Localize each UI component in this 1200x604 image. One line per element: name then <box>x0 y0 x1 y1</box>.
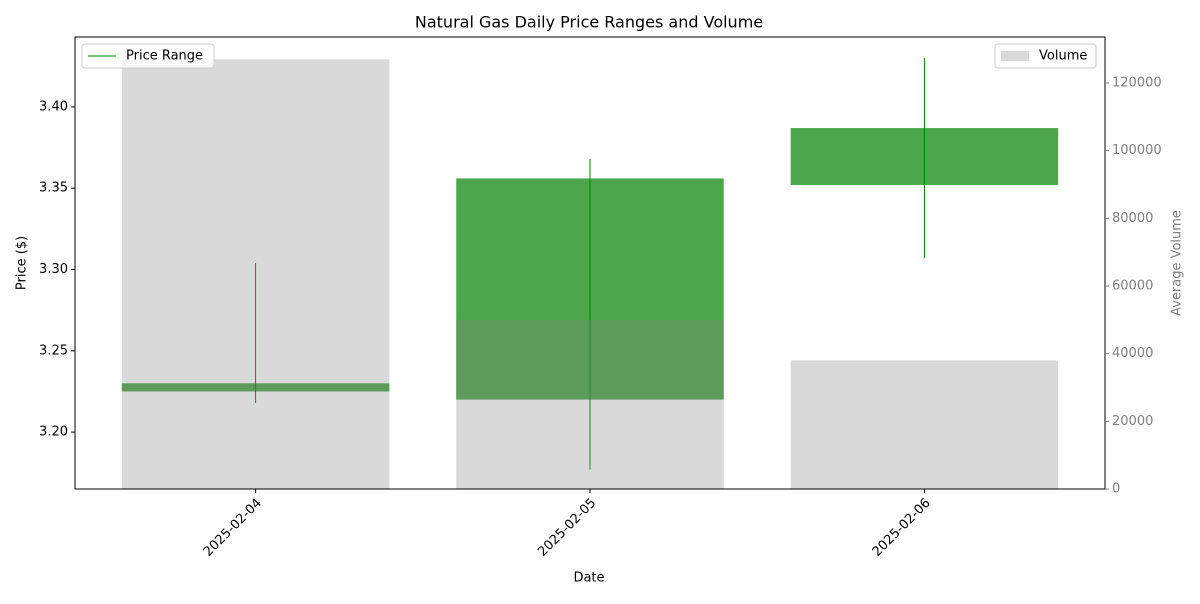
volume-bar <box>121 59 390 489</box>
y2-axis-label: Average Volume <box>1170 210 1185 316</box>
y2-tick-label: 40000 <box>1112 346 1153 361</box>
y-tick-label: 3.40 <box>39 99 68 114</box>
candle-body <box>790 128 1059 185</box>
y-axis-label: Price ($) <box>15 236 30 290</box>
volume-bar <box>456 319 724 489</box>
y2-tick-label: 120000 <box>1112 76 1162 91</box>
y-tick-label: 3.25 <box>39 343 68 358</box>
candle-body <box>121 383 390 392</box>
y2-tick-label: 0 <box>1112 482 1120 497</box>
candle-body <box>456 178 724 400</box>
y2-tick-label: 100000 <box>1112 143 1162 158</box>
legend-swatch <box>1001 51 1029 61</box>
legend-label: Price Range <box>126 49 203 64</box>
y2-tick-label: 20000 <box>1112 414 1153 429</box>
y-tick-label: 3.30 <box>39 262 68 277</box>
x-axis-label: Date <box>573 571 604 586</box>
x-tick-label: 2025-02-04 <box>201 496 265 560</box>
x-tick-label: 2025-02-05 <box>535 496 599 560</box>
y2-tick-label: 80000 <box>1112 211 1153 226</box>
chart-title: Natural Gas Daily Price Ranges and Volum… <box>415 13 763 32</box>
y2-tick-label: 60000 <box>1112 279 1153 294</box>
legend-box <box>81 43 215 69</box>
y-tick-label: 3.20 <box>39 425 68 440</box>
legend-box <box>994 43 1097 69</box>
volume-bar <box>790 360 1059 489</box>
y-tick-label: 3.35 <box>39 181 68 196</box>
x-tick-label: 2025-02-06 <box>870 496 934 560</box>
legend-label: Volume <box>1039 49 1087 64</box>
